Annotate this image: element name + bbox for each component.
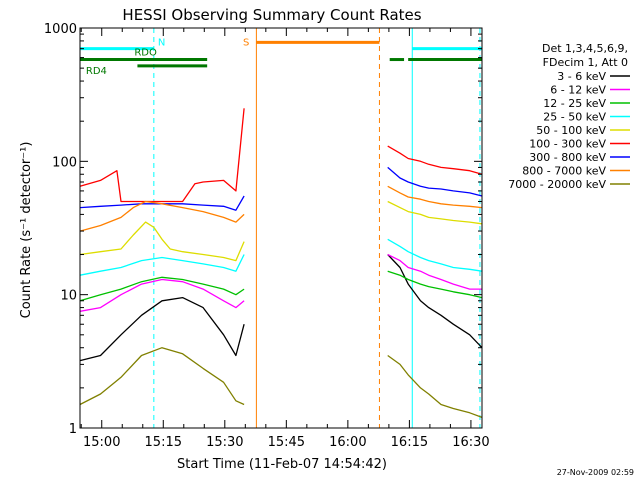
chart-title: HESSI Observing Summary Count Rates: [122, 6, 421, 24]
x-tick-label-6: 16:30: [452, 435, 489, 450]
legend-header-line-2: FDecim 1, Att 0: [543, 56, 628, 69]
legend-label-1: 6 - 12 keV: [550, 84, 606, 97]
legend-label-3: 25 - 50 keV: [543, 111, 606, 124]
y-axis-label: Count Rate (s⁻¹ detector⁻¹): [19, 142, 34, 319]
flag-label-s: S: [243, 37, 249, 48]
legend-label-4: 50 - 100 keV: [536, 124, 606, 137]
legend-header-line-1: Det 1,3,4,5,6,9,: [542, 42, 628, 55]
flag-label-rdo: RDO: [134, 48, 157, 59]
legend-label-0: 3 - 6 keV: [557, 70, 606, 83]
flag-label-n: N: [158, 38, 165, 49]
series-line-1: [79, 253, 482, 312]
x-tick-label-5: 16:15: [391, 435, 428, 450]
x-tick-label-1: 15:15: [145, 435, 182, 450]
series-line-0: [79, 254, 483, 362]
series-line-7: [79, 185, 483, 232]
x-tick-label-3: 15:45: [268, 435, 305, 450]
x-axis-label: Start Time (11-Feb-07 14:54:42): [177, 457, 387, 472]
legend-label-2: 12 - 25 keV: [543, 97, 606, 110]
x-tick-label-0: 15:00: [83, 435, 120, 450]
y-tick-label-2: 100: [52, 155, 77, 170]
timestamp: 27-Nov-2009 02:59: [557, 468, 634, 477]
series-line-4: [79, 200, 483, 262]
legend-label-8: 7000 - 20000 keV: [508, 178, 606, 191]
legend-label-6: 300 - 800 keV: [529, 151, 606, 164]
x-tick-label-4: 16:00: [329, 435, 366, 450]
legend-label-7: 800 - 7000 keV: [522, 165, 606, 178]
legend-label-5: 100 - 300 keV: [529, 138, 606, 151]
series-line-5: [79, 108, 483, 203]
flag-label-rd4: RD4: [86, 66, 107, 77]
y-tick-label-3: 1000: [44, 22, 77, 37]
plot-frame: [79, 27, 483, 429]
y-tick-label-1: 10: [60, 289, 77, 304]
series-line-3: [79, 238, 483, 276]
x-tick-label-2: 15:30: [206, 435, 243, 450]
series-line-6: [79, 166, 483, 211]
series-line-2: [79, 270, 483, 302]
series-line-8: [79, 347, 483, 419]
y-tick-label-0: 1: [69, 422, 77, 437]
